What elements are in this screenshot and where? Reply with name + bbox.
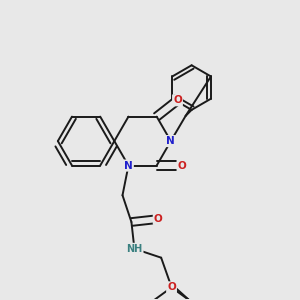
Text: N: N (124, 160, 133, 170)
Text: O: O (178, 160, 186, 170)
Text: O: O (167, 282, 176, 292)
Text: O: O (173, 95, 182, 105)
Text: NH: NH (126, 244, 142, 254)
Text: O: O (154, 214, 163, 224)
Text: N: N (167, 136, 175, 146)
